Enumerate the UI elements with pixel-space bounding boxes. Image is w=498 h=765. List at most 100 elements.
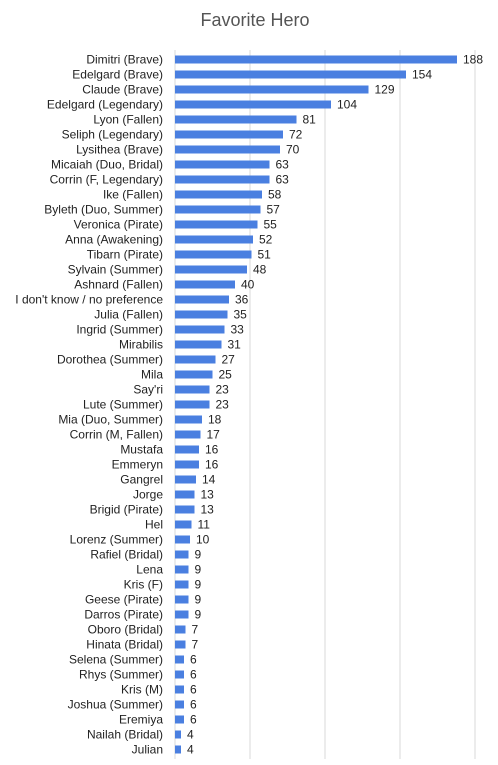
value-label: 7 — [192, 623, 199, 637]
bar — [175, 535, 190, 544]
value-label: 9 — [195, 548, 202, 562]
y-tick-label: Geese (Pirate) — [85, 593, 163, 607]
bar — [175, 370, 213, 379]
y-tick-label: Lena — [136, 563, 163, 577]
value-label: 129 — [375, 83, 395, 97]
value-label: 17 — [207, 428, 221, 442]
bar — [175, 340, 222, 349]
value-label: 72 — [289, 128, 303, 142]
bar — [175, 235, 253, 244]
bar — [175, 295, 229, 304]
y-tick-label: Corrin (M, Fallen) — [70, 428, 163, 442]
bar — [175, 415, 202, 424]
value-label: 40 — [241, 278, 255, 292]
value-label: 33 — [231, 323, 245, 337]
y-tick-label: Lysithea (Brave) — [76, 143, 163, 157]
bar — [175, 565, 189, 574]
y-tick-label: Seliph (Legendary) — [62, 128, 163, 142]
value-label: 63 — [276, 173, 290, 187]
bar — [175, 730, 181, 739]
bar — [175, 280, 235, 289]
y-tick-label: Mustafa — [120, 443, 163, 457]
value-label: 52 — [259, 233, 273, 247]
y-tick-label: Darros (Pirate) — [84, 608, 163, 622]
y-tick-label: Ashnard (Fallen) — [74, 278, 163, 292]
value-label: 4 — [187, 743, 194, 757]
bar — [175, 460, 199, 469]
bar — [175, 505, 195, 514]
value-label: 81 — [303, 113, 317, 127]
y-tick-label: Micaiah (Duo, Bridal) — [51, 158, 163, 172]
y-tick-label: Kris (M) — [121, 683, 163, 697]
y-tick-label: Kris (F) — [124, 578, 163, 592]
value-label: 188 — [463, 53, 483, 67]
value-label: 6 — [190, 683, 197, 697]
bar — [175, 250, 252, 259]
bar — [175, 355, 216, 364]
bar — [175, 175, 270, 184]
value-label: 14 — [202, 473, 216, 487]
y-tick-label: Ike (Fallen) — [103, 188, 163, 202]
value-label: 7 — [192, 638, 199, 652]
y-tick-label: Gangrel — [120, 473, 163, 487]
value-label: 36 — [235, 293, 249, 307]
bar — [175, 640, 186, 649]
value-label: 11 — [198, 518, 211, 532]
y-tick-label: Corrin (F, Legendary) — [50, 173, 163, 187]
bar — [175, 190, 262, 199]
bar — [175, 430, 201, 439]
value-label: 10 — [196, 533, 210, 547]
bar — [175, 610, 189, 619]
value-label: 51 — [258, 248, 272, 262]
y-tick-label: Anna (Awakening) — [65, 233, 163, 247]
y-tick-label: Lute (Summer) — [83, 398, 163, 412]
y-tick-label: Julia (Fallen) — [94, 308, 163, 322]
bar — [175, 55, 457, 64]
bar — [175, 670, 184, 679]
value-label: 9 — [195, 563, 202, 577]
value-label: 57 — [267, 203, 281, 217]
bar — [175, 130, 283, 139]
y-tick-label: Julian — [132, 743, 163, 757]
value-label: 9 — [195, 608, 202, 622]
y-tick-label: Oboro (Bridal) — [88, 623, 163, 637]
bar — [175, 325, 225, 334]
y-tick-label: Selena (Summer) — [69, 653, 163, 667]
bar — [175, 220, 258, 229]
y-tick-label: Tibarn (Pirate) — [87, 248, 163, 262]
y-tick-label: Sylvain (Summer) — [68, 263, 163, 277]
bar — [175, 625, 186, 634]
y-tick-label: Edelgard (Legendary) — [47, 98, 163, 112]
y-tick-label: Mirabilis — [119, 338, 163, 352]
y-tick-label: I don't know / no preference — [15, 293, 163, 307]
value-label: 16 — [205, 458, 219, 472]
value-label: 63 — [276, 158, 290, 172]
bar — [175, 595, 189, 604]
bar — [175, 715, 184, 724]
y-tick-label: Veronica (Pirate) — [74, 218, 163, 232]
value-label: 55 — [264, 218, 278, 232]
value-label: 6 — [190, 668, 197, 682]
value-label: 25 — [219, 368, 233, 382]
y-tick-label: Mia (Duo, Summer) — [58, 413, 163, 427]
bar — [175, 445, 199, 454]
value-label: 13 — [201, 488, 215, 502]
value-label: 154 — [412, 68, 432, 82]
bar — [175, 745, 181, 754]
bar — [175, 550, 189, 559]
y-tick-label: Jorge — [133, 488, 163, 502]
value-label: 27 — [222, 353, 236, 367]
bar — [175, 160, 270, 169]
bar — [175, 145, 280, 154]
bar — [175, 70, 406, 79]
value-label: 35 — [234, 308, 248, 322]
bar — [175, 385, 210, 394]
bar — [175, 100, 331, 109]
value-label: 58 — [268, 188, 282, 202]
value-label: 18 — [208, 413, 222, 427]
chart-title: Favorite Hero — [200, 10, 309, 30]
value-label: 4 — [187, 728, 194, 742]
y-tick-label: Emmeryn — [112, 458, 163, 472]
value-label: 6 — [190, 653, 197, 667]
